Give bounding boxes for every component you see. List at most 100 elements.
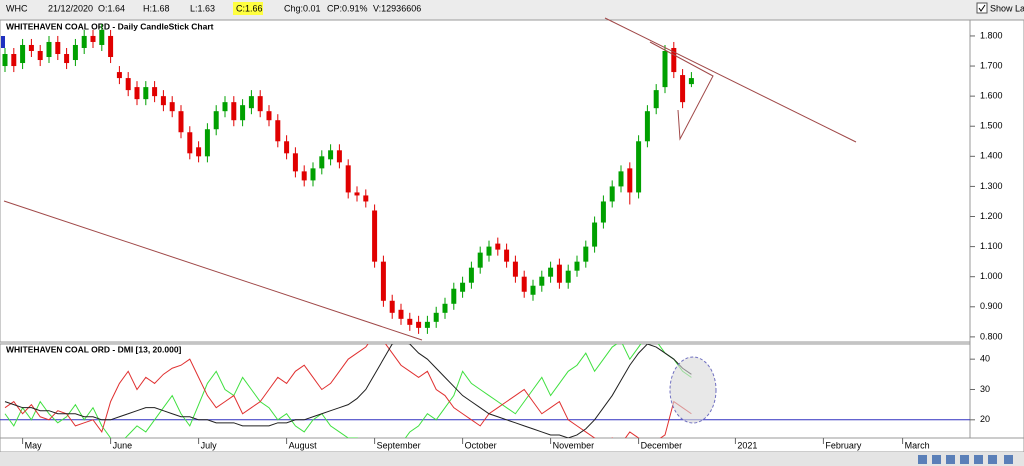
candle-body (292, 153, 298, 172)
dmi-title: WHITEHAVEN COAL ORD - DMI [13, 20.000] (6, 344, 182, 354)
candle-body (55, 41, 61, 55)
candle-body (284, 141, 290, 154)
candle-body (451, 288, 457, 304)
change: Chg:0.01 (284, 3, 321, 13)
change-pct: CP:0.91% (327, 3, 368, 13)
candle-body (345, 165, 351, 193)
x-tick-label: October (465, 440, 497, 450)
candle-body (460, 282, 466, 292)
x-tick-label: February (825, 440, 862, 450)
price-panel (0, 19, 971, 343)
candle-body (662, 50, 668, 88)
candle-body (442, 303, 448, 313)
candle-body (600, 201, 606, 223)
candle-body (11, 54, 17, 67)
candle-body (592, 222, 598, 247)
ticker: WHC (6, 3, 28, 13)
dmi-line (4, 344, 692, 438)
y-tick-label: 1.400 (980, 151, 1003, 161)
x-tick-label: March (905, 440, 930, 450)
y-tick-label: 30 (980, 384, 990, 394)
candle-body (169, 102, 175, 112)
candle-body (477, 252, 483, 268)
candle-body (72, 44, 78, 61)
x-tick-label: May (25, 440, 43, 450)
candle-body (178, 111, 184, 133)
y-tick-label: 0.900 (980, 301, 1003, 311)
x-tick-label: 2021 (737, 440, 757, 450)
x-tick-label: September (377, 440, 421, 450)
candle-body (512, 261, 518, 277)
candle-body (275, 120, 281, 142)
candle-body (671, 47, 677, 73)
candle-body (548, 267, 554, 277)
candle-body (310, 168, 316, 181)
close-highlight (233, 2, 263, 15)
candle-body (416, 321, 422, 328)
candle-body (64, 54, 70, 64)
candle-body (372, 210, 378, 262)
candle-body (363, 195, 369, 202)
x-tick-label: December (641, 440, 683, 450)
open-value: O:1.64 (98, 3, 125, 13)
date: 21/12/2020 (48, 3, 93, 13)
price-title: WHITEHAVEN COAL ORD - Daily CandleStick … (6, 21, 214, 31)
candle-body (28, 44, 34, 51)
y-tick-label: 1.100 (980, 241, 1003, 251)
marker (1, 36, 5, 48)
candle-body (504, 249, 510, 262)
candle-body (134, 87, 140, 100)
y-tick-label: 20 (980, 414, 990, 424)
candle-body (644, 111, 650, 142)
y-tick-label: 1.300 (980, 181, 1003, 191)
candle-body (301, 171, 307, 181)
y-tick-label: 1.000 (980, 271, 1003, 281)
candle-body (204, 129, 210, 157)
trend-lines (3, 17, 857, 341)
candle-body (556, 264, 562, 283)
x-tick-label: August (289, 440, 318, 450)
candle-body (222, 102, 228, 112)
candle-body (46, 41, 52, 58)
candle-body (125, 78, 131, 91)
candle-body (240, 105, 246, 121)
candle-body (680, 75, 686, 103)
candle-body (609, 186, 615, 202)
candle-body (90, 35, 96, 42)
candle-body (354, 192, 360, 196)
candle-body (108, 35, 114, 58)
candle-body (636, 141, 642, 193)
candle-body (486, 246, 492, 256)
y-tick-label: 40 (980, 354, 990, 364)
candle-body (196, 147, 202, 157)
volume: V:12936606 (373, 3, 421, 13)
candle-body (380, 261, 386, 301)
check-mark (978, 4, 986, 12)
candle-body (116, 72, 122, 79)
candle-body (81, 35, 87, 48)
candle-body (398, 309, 404, 319)
candle-body (495, 243, 501, 250)
x-tick-label: June (113, 440, 133, 450)
dmi-line (4, 344, 692, 438)
candle-body (213, 111, 219, 130)
price-plot (2, 23, 694, 334)
low-value: L:1.63 (190, 3, 215, 13)
candle-body (143, 87, 149, 100)
y-tick-label: 1.500 (980, 121, 1003, 131)
right-axis (969, 19, 1024, 439)
toolbar (0, 452, 1024, 466)
show-last-label[interactable]: Show Last (990, 3, 1024, 13)
candle-body (248, 96, 254, 109)
show-last-checkbox[interactable] (976, 2, 988, 14)
x-axis (0, 437, 1024, 453)
candle-body (319, 156, 325, 169)
candle-body (530, 285, 536, 295)
dmi-panel (0, 343, 971, 439)
candle-body (99, 29, 105, 45)
candle-body (328, 150, 334, 160)
candle-body (468, 267, 474, 283)
toolbar-icons (918, 455, 1013, 464)
candle-body (336, 150, 342, 163)
candle-body (389, 300, 395, 313)
